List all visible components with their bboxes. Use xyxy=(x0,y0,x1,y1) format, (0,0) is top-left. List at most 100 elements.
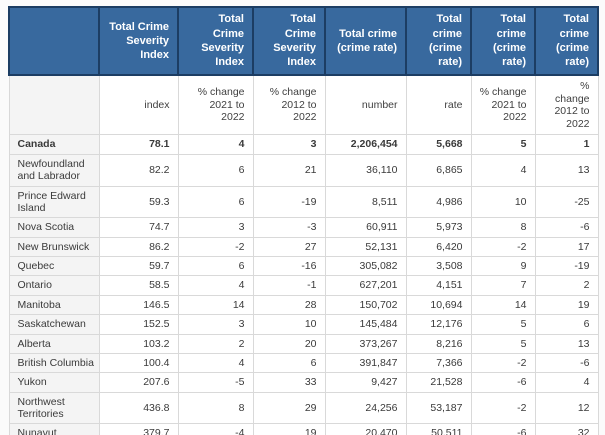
value-cell: 373,267 xyxy=(324,333,407,354)
value-cell: -16 xyxy=(252,255,326,277)
group-header-row: Total Crime Severity Index Total Crime S… xyxy=(8,6,599,76)
geography-cell: Yukon xyxy=(8,372,100,393)
sub-header-number: number xyxy=(324,74,407,136)
value-cell: 86.2 xyxy=(98,236,179,258)
value-cell: 5,668 xyxy=(405,134,472,155)
value-cell: 17 xyxy=(534,236,599,258)
sub-header-csi-change-2021: % change 2021 to 2022 xyxy=(177,74,254,136)
table-row: Yukon 207.6 -5 33 9,427 21,528 -6 4 xyxy=(8,372,599,393)
table-body: Canada 78.1 4 3 2,206,454 5,668 5 1 Newfoundland… xyxy=(8,134,599,435)
group-header-geography xyxy=(8,6,100,76)
value-cell: -2 xyxy=(470,236,536,258)
geography-cell: Prince Edward Island xyxy=(8,185,100,219)
table-row: New Brunswick 86.2 -2 27 52,131 6,420 -2 17 xyxy=(8,236,599,258)
value-cell: 82.2 xyxy=(98,153,179,187)
value-cell: 4 xyxy=(177,134,254,155)
sub-header-rate-change-2021: % change 2021 to 2022 xyxy=(470,74,536,136)
group-header-crime-number: Total crime (crime rate) xyxy=(324,6,407,76)
table-row: Quebec 59.7 6 -16 305,082 3,508 9 -19 xyxy=(8,255,599,277)
value-cell: 27 xyxy=(252,236,326,258)
geography-cell: Alberta xyxy=(8,333,100,354)
value-cell: 13 xyxy=(534,153,599,187)
value-cell: 7 xyxy=(470,275,536,296)
value-cell: 207.6 xyxy=(98,372,179,393)
geography-cell: Nova Scotia xyxy=(8,217,100,238)
value-cell: 150,702 xyxy=(324,294,407,316)
geography-cell: Quebec xyxy=(8,255,100,277)
value-cell: -1 xyxy=(252,275,326,296)
value-cell: 6 xyxy=(534,314,599,335)
value-cell: 5,973 xyxy=(405,217,472,238)
value-cell: 4,151 xyxy=(405,275,472,296)
value-cell: 6 xyxy=(177,185,254,219)
sub-header-rate-change-2012: % change 2012 to 2022 xyxy=(534,74,599,136)
value-cell: 32 xyxy=(534,423,599,435)
value-cell: -25 xyxy=(534,185,599,219)
value-cell: 53,187 xyxy=(405,391,472,425)
geography-cell: New Brunswick xyxy=(8,236,100,258)
value-cell: 9,427 xyxy=(324,372,407,393)
value-cell: -19 xyxy=(534,255,599,277)
sub-header-index: index xyxy=(98,74,179,136)
value-cell: 10 xyxy=(470,185,536,219)
value-cell: 391,847 xyxy=(324,352,407,374)
value-cell: 4,986 xyxy=(405,185,472,219)
value-cell: 21,528 xyxy=(405,372,472,393)
group-header-csi-change-2021: Total Crime Severity Index xyxy=(177,6,254,76)
value-cell: 152.5 xyxy=(98,314,179,335)
value-cell: -2 xyxy=(470,391,536,425)
value-cell: 6 xyxy=(252,352,326,374)
value-cell: 19 xyxy=(252,423,326,435)
value-cell: 19 xyxy=(534,294,599,316)
value-cell: 8 xyxy=(177,391,254,425)
value-cell: 6,865 xyxy=(405,153,472,187)
value-cell: -6 xyxy=(470,372,536,393)
value-cell: 5 xyxy=(470,333,536,354)
value-cell: -4 xyxy=(177,423,254,435)
value-cell: -3 xyxy=(252,217,326,238)
value-cell: 59.3 xyxy=(98,185,179,219)
value-cell: 3 xyxy=(177,314,254,335)
value-cell: 60,911 xyxy=(324,217,407,238)
value-cell: 20 xyxy=(252,333,326,354)
table-row: Nova Scotia 74.7 3 -3 60,911 5,973 8 -6 xyxy=(8,217,599,238)
geography-cell: Manitoba xyxy=(8,294,100,316)
value-cell: 6 xyxy=(177,255,254,277)
geography-cell: Ontario xyxy=(8,275,100,296)
group-header-csi-index: Total Crime Severity Index xyxy=(98,6,179,76)
value-cell: 3 xyxy=(177,217,254,238)
geography-cell: British Columbia xyxy=(8,352,100,374)
value-cell: -2 xyxy=(177,236,254,258)
crime-statistics-table: Total Crime Severity Index Total Crime S… xyxy=(8,6,599,435)
value-cell: 145,484 xyxy=(324,314,407,335)
value-cell: -6 xyxy=(534,352,599,374)
group-header-rate-change-2012: Total crime (crime rate) xyxy=(534,6,599,76)
group-header-crime-rate: Total crime (crime rate) xyxy=(405,6,472,76)
value-cell: 7,366 xyxy=(405,352,472,374)
table-row: Newfoundland and Labrador 82.2 6 21 36,110 6,… xyxy=(8,153,599,187)
value-cell: 627,201 xyxy=(324,275,407,296)
value-cell: 103.2 xyxy=(98,333,179,354)
value-cell: 436.8 xyxy=(98,391,179,425)
value-cell: 146.5 xyxy=(98,294,179,316)
sub-header-csi-change-2012: % change 2012 to 2022 xyxy=(252,74,326,136)
value-cell: 21 xyxy=(252,153,326,187)
value-cell: 3,508 xyxy=(405,255,472,277)
sub-header-rate: rate xyxy=(405,74,472,136)
value-cell: 36,110 xyxy=(324,153,407,187)
geography-cell: Canada xyxy=(8,134,100,155)
value-cell: 10 xyxy=(252,314,326,335)
sub-header-row: index % change 2021 to 2022 % change 201… xyxy=(8,74,599,136)
geography-cell: Nunavut xyxy=(8,423,100,435)
value-cell: -6 xyxy=(470,423,536,435)
value-cell: 24,256 xyxy=(324,391,407,425)
value-cell: 10,694 xyxy=(405,294,472,316)
value-cell: 2,206,454 xyxy=(324,134,407,155)
value-cell: 379.7 xyxy=(98,423,179,435)
value-cell: 4 xyxy=(534,372,599,393)
value-cell: 5 xyxy=(470,314,536,335)
value-cell: 52,131 xyxy=(324,236,407,258)
table-row: Prince Edward Island 59.3 6 -19 8,511 4,986 10… xyxy=(8,185,599,219)
value-cell: 4 xyxy=(177,352,254,374)
value-cell: 5 xyxy=(470,134,536,155)
